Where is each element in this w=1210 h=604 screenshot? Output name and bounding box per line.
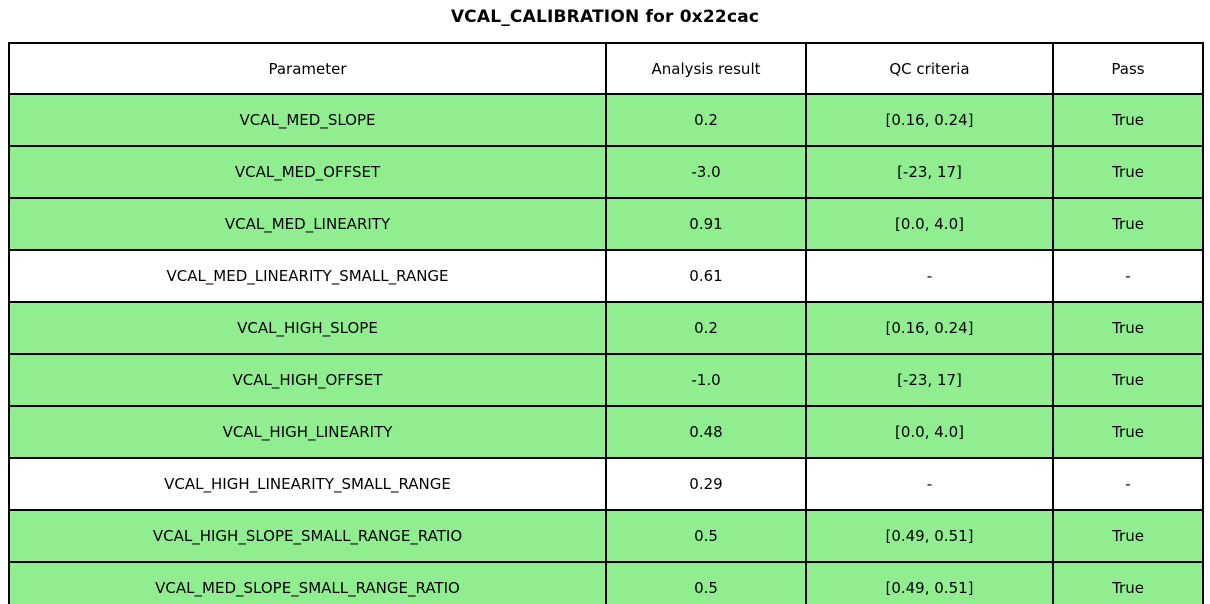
column-header-analysis-result: Analysis result xyxy=(605,42,807,95)
table-header-row: Parameter Analysis result QC criteria Pa… xyxy=(8,42,1204,95)
cell-analysis-result: -1.0 xyxy=(605,353,807,407)
table-row: VCAL_HIGH_OFFSET -1.0 [-23, 17] True xyxy=(8,353,1204,407)
table-row: VCAL_HIGH_LINEARITY 0.48 [0.0, 4.0] True xyxy=(8,405,1204,459)
cell-pass: True xyxy=(1052,301,1204,355)
cell-pass: - xyxy=(1052,249,1204,303)
cell-qc-criteria: - xyxy=(805,457,1054,511)
cell-parameter: VCAL_MED_LINEARITY xyxy=(8,197,607,251)
cell-qc-criteria: [0.0, 4.0] xyxy=(805,405,1054,459)
cell-pass: True xyxy=(1052,145,1204,199)
cell-parameter: VCAL_HIGH_LINEARITY_SMALL_RANGE xyxy=(8,457,607,511)
cell-analysis-result: 0.2 xyxy=(605,93,807,147)
table-row: VCAL_MED_LINEARITY 0.91 [0.0, 4.0] True xyxy=(8,197,1204,251)
cell-qc-criteria: [-23, 17] xyxy=(805,353,1054,407)
cell-pass: True xyxy=(1052,353,1204,407)
cell-qc-criteria: [0.16, 0.24] xyxy=(805,301,1054,355)
cell-pass: True xyxy=(1052,405,1204,459)
cell-analysis-result: -3.0 xyxy=(605,145,807,199)
cell-qc-criteria: [0.49, 0.51] xyxy=(805,561,1054,604)
column-header-pass: Pass xyxy=(1052,42,1204,95)
cell-pass: True xyxy=(1052,197,1204,251)
cell-analysis-result: 0.29 xyxy=(605,457,807,511)
cell-parameter: VCAL_HIGH_LINEARITY xyxy=(8,405,607,459)
table-row: VCAL_MED_OFFSET -3.0 [-23, 17] True xyxy=(8,145,1204,199)
cell-qc-criteria: [0.49, 0.51] xyxy=(805,509,1054,563)
cell-pass: True xyxy=(1052,509,1204,563)
table-row: VCAL_MED_SLOPE 0.2 [0.16, 0.24] True xyxy=(8,93,1204,147)
table-row: VCAL_HIGH_LINEARITY_SMALL_RANGE 0.29 - - xyxy=(8,457,1204,511)
column-header-parameter: Parameter xyxy=(8,42,607,95)
page-title: VCAL_CALIBRATION for 0x22cac xyxy=(450,7,760,27)
cell-pass: True xyxy=(1052,93,1204,147)
cell-parameter: VCAL_HIGH_SLOPE_SMALL_RANGE_RATIO xyxy=(8,509,607,563)
cell-parameter: VCAL_MED_SLOPE_SMALL_RANGE_RATIO xyxy=(8,561,607,604)
cell-parameter: VCAL_MED_SLOPE xyxy=(8,93,607,147)
cell-qc-criteria: [0.0, 4.0] xyxy=(805,197,1054,251)
cell-qc-criteria: [-23, 17] xyxy=(805,145,1054,199)
cell-parameter: VCAL_MED_OFFSET xyxy=(8,145,607,199)
cell-qc-criteria: [0.16, 0.24] xyxy=(805,93,1054,147)
table-row: VCAL_HIGH_SLOPE_SMALL_RANGE_RATIO 0.5 [0… xyxy=(8,509,1204,563)
cell-analysis-result: 0.5 xyxy=(605,509,807,563)
table-row: VCAL_HIGH_SLOPE 0.2 [0.16, 0.24] True xyxy=(8,301,1204,355)
cell-qc-criteria: - xyxy=(805,249,1054,303)
cell-parameter: VCAL_HIGH_OFFSET xyxy=(8,353,607,407)
qc-results-table: Parameter Analysis result QC criteria Pa… xyxy=(8,42,1204,604)
cell-analysis-result: 0.91 xyxy=(605,197,807,251)
cell-analysis-result: 0.48 xyxy=(605,405,807,459)
cell-parameter: VCAL_HIGH_SLOPE xyxy=(8,301,607,355)
cell-analysis-result: 0.61 xyxy=(605,249,807,303)
column-header-qc-criteria: QC criteria xyxy=(805,42,1054,95)
table-row: VCAL_MED_LINEARITY_SMALL_RANGE 0.61 - - xyxy=(8,249,1204,303)
cell-analysis-result: 0.2 xyxy=(605,301,807,355)
cell-pass: - xyxy=(1052,457,1204,511)
cell-pass: True xyxy=(1052,561,1204,604)
cell-analysis-result: 0.5 xyxy=(605,561,807,604)
cell-parameter: VCAL_MED_LINEARITY_SMALL_RANGE xyxy=(8,249,607,303)
table-row: VCAL_MED_SLOPE_SMALL_RANGE_RATIO 0.5 [0.… xyxy=(8,561,1204,604)
